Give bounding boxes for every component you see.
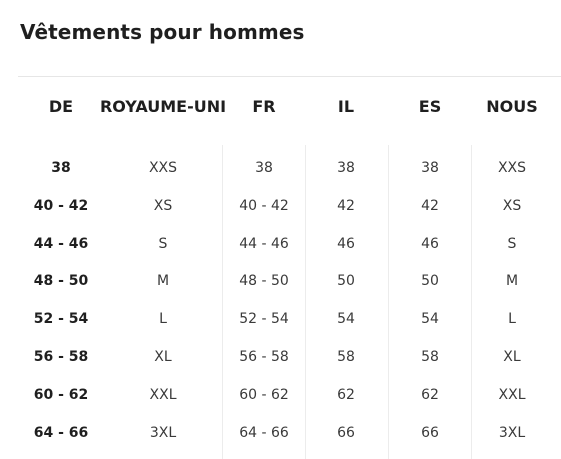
cell-us: L (508, 311, 516, 328)
column-header-uk: ROYAUME-UNI (99, 97, 227, 116)
cell-es: 66 (421, 424, 439, 441)
cell-il: 50 (337, 273, 355, 290)
cell-fr: 52 - 54 (239, 311, 289, 328)
cell-es: 46 (421, 235, 439, 252)
cell-es: 50 (421, 273, 439, 290)
cell-de: 40 - 42 (33, 197, 89, 214)
cell-de: 52 - 54 (33, 311, 89, 328)
cell-de: 56 - 58 (33, 349, 89, 365)
cell-fr: 64 - 66 (239, 424, 289, 441)
cell-es: 42 (421, 197, 439, 214)
cell-us: M (505, 273, 519, 290)
cell-uk: XL (154, 349, 172, 365)
column-header-es: ES (418, 97, 442, 116)
table-row: 56 - 58 XL 56 - 58 58 58 XL (0, 338, 561, 376)
column-header-fr: FR (252, 97, 276, 116)
cell-es: 62 (421, 386, 439, 403)
cell-uk: 3XL (149, 424, 177, 441)
table-row: 40 - 42 XS 40 - 42 42 42 XS (0, 187, 561, 225)
cell-us: 3XL (498, 424, 526, 441)
cell-es: 58 (421, 349, 439, 365)
cell-il: 62 (337, 386, 355, 403)
cell-us: XXS (497, 160, 527, 176)
page-title: Vêtements pour hommes (20, 20, 305, 44)
cell-uk: S (158, 235, 168, 252)
cell-il: 58 (337, 349, 355, 365)
table-row: 60 - 62 XXL 60 - 62 62 62 XXL (0, 376, 561, 414)
table-row: 44 - 46 S 44 - 46 46 46 S (0, 225, 561, 263)
table-row: 48 - 50 M 48 - 50 50 50 M (0, 262, 561, 300)
cell-il: 66 (337, 424, 355, 441)
column-header-de: DE (48, 97, 74, 116)
cell-uk: L (159, 311, 167, 328)
cell-de: 38 (51, 160, 71, 176)
cell-uk: XS (153, 197, 173, 214)
cell-de: 64 - 66 (33, 424, 89, 441)
column-header-us: NOUS (486, 97, 538, 116)
cell-il: 46 (337, 235, 355, 252)
cell-us: XS (502, 197, 522, 214)
cell-il: 54 (337, 311, 355, 328)
table-row: 38 XXS 38 38 38 XXS (0, 149, 561, 187)
column-divider (471, 145, 472, 459)
cell-us: S (507, 235, 517, 252)
cell-fr: 44 - 46 (239, 235, 289, 252)
cell-fr: 38 (255, 160, 273, 176)
cell-uk: M (156, 273, 170, 290)
column-divider (388, 145, 389, 459)
cell-de: 60 - 62 (33, 386, 89, 403)
cell-il: 42 (337, 197, 355, 214)
cell-fr: 40 - 42 (239, 197, 289, 214)
cell-us: XXL (498, 386, 526, 403)
cell-il: 38 (337, 160, 355, 176)
cell-de: 48 - 50 (33, 273, 89, 290)
cell-fr: 56 - 58 (239, 349, 289, 365)
cell-uk: XXL (149, 386, 177, 403)
column-header-il: IL (337, 97, 355, 116)
table-row: 52 - 54 L 52 - 54 54 54 L (0, 300, 561, 338)
cell-fr: 48 - 50 (239, 273, 289, 290)
cell-es: 54 (421, 311, 439, 328)
cell-us: XL (503, 349, 521, 365)
cell-de: 44 - 46 (33, 235, 89, 252)
title-divider (18, 76, 561, 77)
column-divider (222, 145, 223, 459)
column-divider (305, 145, 306, 459)
cell-es: 38 (421, 160, 439, 176)
cell-uk: XXS (148, 160, 178, 176)
cell-fr: 60 - 62 (239, 386, 289, 403)
table-row: 64 - 66 3XL 64 - 66 66 66 3XL (0, 414, 561, 452)
